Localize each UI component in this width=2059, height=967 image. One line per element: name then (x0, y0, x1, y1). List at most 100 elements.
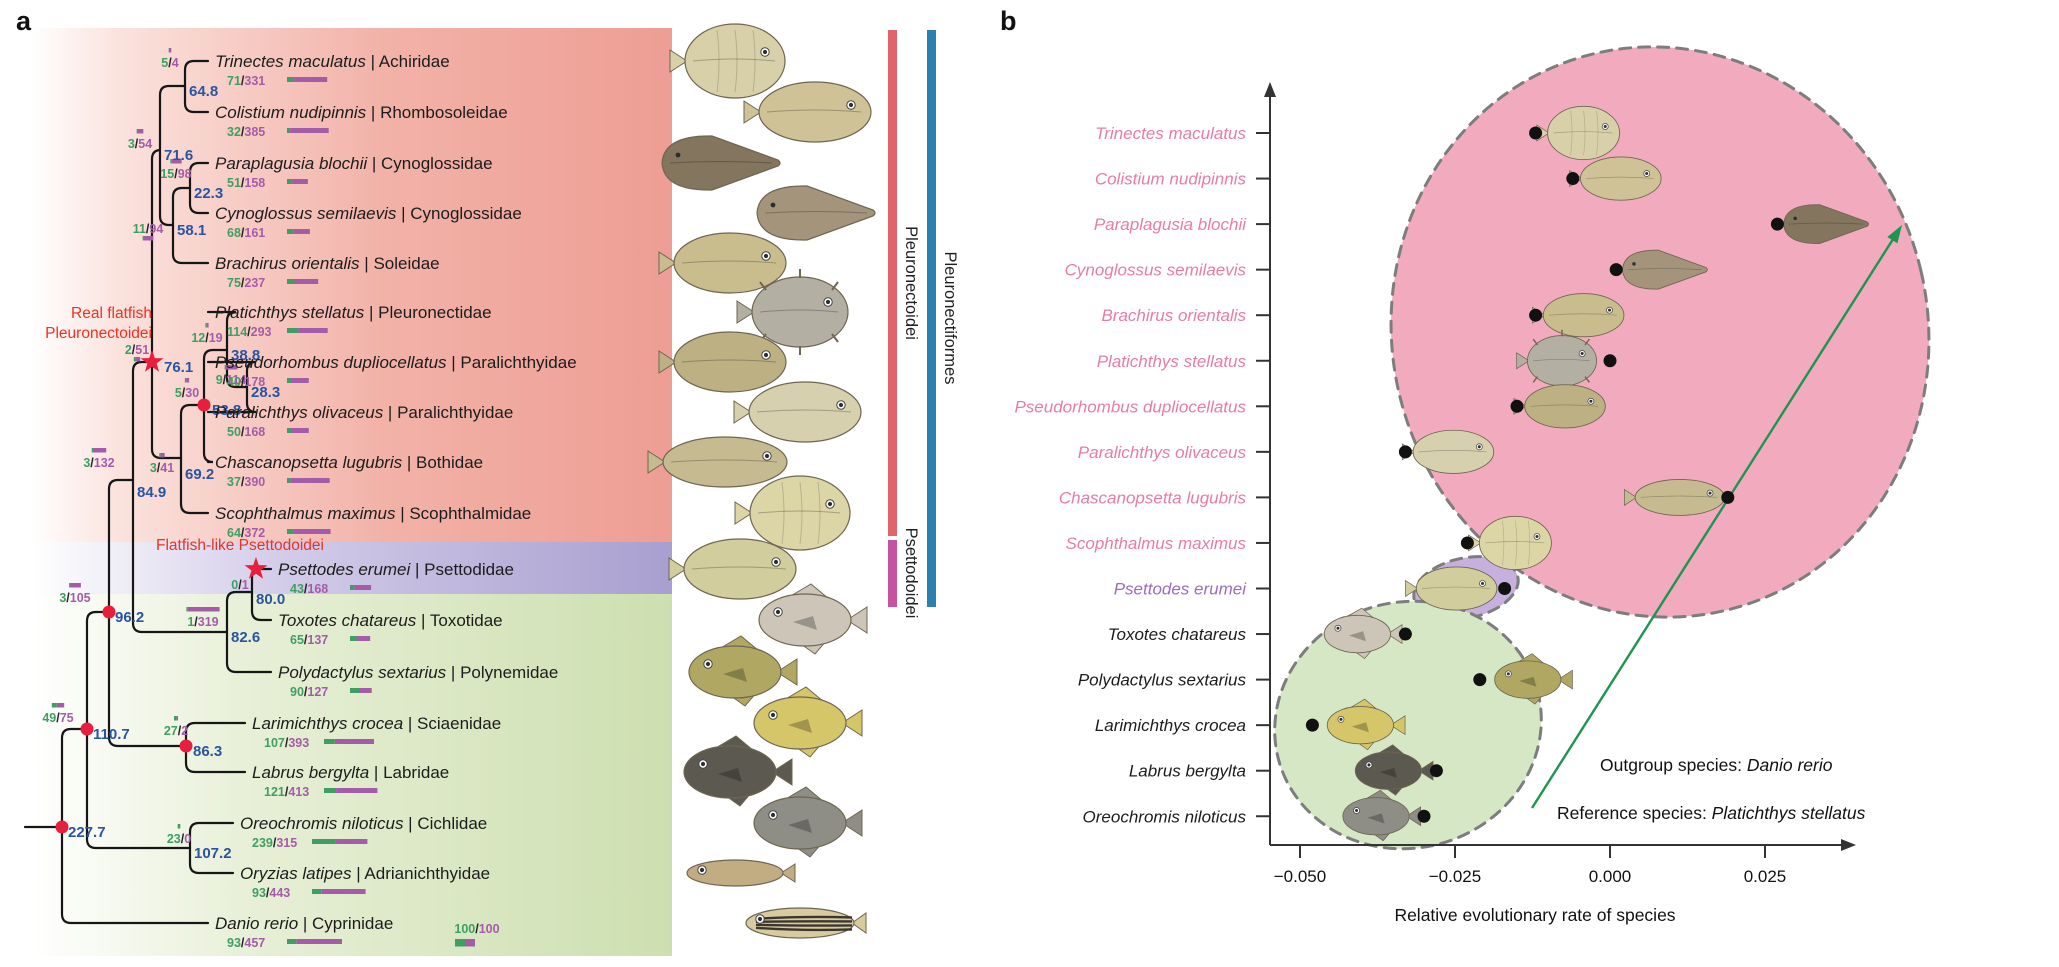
panel-a-label: a (16, 6, 32, 36)
contraction-bar-purple (176, 716, 178, 721)
contraction-bar-purple (206, 323, 209, 328)
tip-gene-family-counts: 64/372 (227, 526, 265, 540)
tree-branch (85, 610, 111, 731)
x-tick-label: 0.000 (1589, 867, 1632, 886)
scale-legend-counts: 100/100 (454, 922, 499, 936)
species-label: Chascanopsetta lugubris (1059, 488, 1247, 507)
tip-gene-family-counts: 93/457 (227, 936, 265, 950)
species-label: Oreochromis niloticus (1083, 807, 1247, 826)
data-point (1721, 490, 1735, 504)
tip-gene-family-counts: 71/331 (227, 74, 265, 88)
data-point (1398, 445, 1412, 459)
tree-branch (131, 360, 154, 482)
panel-b-label: b (1000, 6, 1017, 36)
species-row: Scophthalmus maximus | Scophthalmidae 64/… (215, 504, 531, 540)
data-point (1529, 308, 1543, 322)
node-age: 84.9 (137, 484, 166, 501)
perch-fish-icon (753, 686, 863, 758)
contraction-bar-purple (294, 77, 328, 82)
branch-annotation: 23/0 (167, 832, 191, 846)
tree-branch (150, 148, 162, 364)
expansion-bar-green (287, 378, 291, 383)
tree-branch (188, 821, 235, 850)
data-point (1473, 673, 1487, 687)
branch-annotation: 3/41 (150, 461, 174, 475)
perch-fish-icon (758, 583, 868, 655)
expansion-bar-green (312, 889, 322, 894)
tree-branch (60, 727, 89, 829)
species-row: Chascanopsetta lugubris | Bothidae 37/390 (215, 453, 483, 489)
expansion-bar-green (287, 939, 297, 944)
panel-a-extras: 100/100 (454, 30, 936, 947)
x-axis-title: Relative evolutionary rate of species (1394, 905, 1675, 925)
species-label: Cynoglossus semilaevis (1065, 261, 1247, 280)
reference-legend-prefix: Reference species: (1557, 803, 1712, 823)
tree-branch (179, 403, 206, 460)
data-point (1460, 536, 1474, 550)
species-name: Trinectes maculatus | Achiridae (215, 52, 450, 71)
species-name: Danio rerio | Cyprinidae (215, 914, 393, 933)
tip-gene-family-counts: 121/413 (264, 785, 309, 799)
species-name: Brachirus orientalis | Soleidae (215, 254, 440, 273)
contraction-bar-purple (171, 159, 182, 164)
tree-branch (131, 478, 229, 634)
flatoval-fish-icon (743, 81, 872, 143)
outgroup-legend-prefix: Outgroup species: (1600, 755, 1747, 775)
species-row: Oreochromis niloticus | Cichlidae 239/315 (240, 814, 487, 850)
species-name: Cynoglossus semilaevis | Cynoglossidae (215, 204, 522, 223)
expansion-bar-green (136, 129, 138, 134)
flatround-fish-icon (734, 475, 851, 551)
contraction-bar-purple (335, 839, 368, 844)
tree-branch (171, 186, 192, 227)
tree-branch (183, 59, 210, 88)
branch-annotation: 3/105 (59, 591, 90, 605)
tip-gene-family-counts: 90/127 (290, 685, 328, 699)
species-name: Larimichthys crocea | Sciaenidae (252, 714, 501, 733)
node-age: 58.1 (177, 222, 206, 239)
expansion-bar-green (186, 607, 188, 612)
tree-branch (250, 590, 273, 622)
expansion-bar-green (287, 478, 291, 483)
contraction-bar-purple (292, 428, 309, 433)
tip-gene-family-counts: 51/158 (227, 176, 265, 190)
tip-gene-family-counts: 68/161 (227, 226, 265, 240)
node-age: 28.3 (251, 384, 280, 401)
data-point (1603, 354, 1617, 368)
tip-gene-family-counts: 65/137 (290, 633, 328, 647)
expansion-bar-green (170, 159, 172, 164)
data-point (1566, 172, 1580, 186)
data-point (1429, 764, 1443, 778)
expansion-bar-green (133, 357, 136, 362)
tree-branch (107, 478, 135, 614)
species-row: Danio rerio | Cyprinidae 93/457 (215, 914, 393, 950)
contraction-bar-purple (93, 448, 107, 453)
species-name: Paraplagusia blochii | Cynoglossidae (215, 154, 493, 173)
slim-fish-icon (686, 859, 796, 887)
species-label: Labrus bergylta (1129, 762, 1246, 781)
tongue-fish-icon (1622, 249, 1708, 290)
species-label: Trinectes maculatus (1095, 124, 1246, 143)
expansion-bar-green (174, 716, 177, 721)
expansion-bar-green (324, 739, 335, 744)
flatoval-fish-icon (668, 538, 797, 600)
tree-branch (183, 84, 210, 114)
branch-annotation: 11/94 (133, 222, 164, 236)
arrowhead-icon (1264, 82, 1276, 97)
node-age: 64.8 (189, 83, 218, 100)
tip-gene-family-counts: 93/443 (252, 886, 290, 900)
expansion-bar-green (287, 179, 293, 184)
species-row: Labrus bergylta | Labridae 121/413 (252, 763, 449, 799)
species-name: Colistium nudipinnis | Rhombosoleidae (215, 103, 508, 122)
outgroup-legend: Outgroup species: Danio rerio (1600, 755, 1833, 775)
psettodoidei-bar-label: Psettodoidei (902, 528, 920, 619)
x-tick-label: −0.050 (1274, 867, 1326, 886)
species-label: Platichthys stellatus (1097, 352, 1247, 371)
species-name: Platichthys stellatus | Pleuronectidae (215, 303, 492, 322)
tongue-fish-icon (1783, 204, 1870, 244)
real-flatfish-label-line2: Pleuronectoidei (45, 325, 152, 342)
expansion-bar-green (350, 688, 359, 693)
flatoval-fish-icon (658, 331, 787, 393)
node-age: 69.2 (185, 466, 214, 483)
